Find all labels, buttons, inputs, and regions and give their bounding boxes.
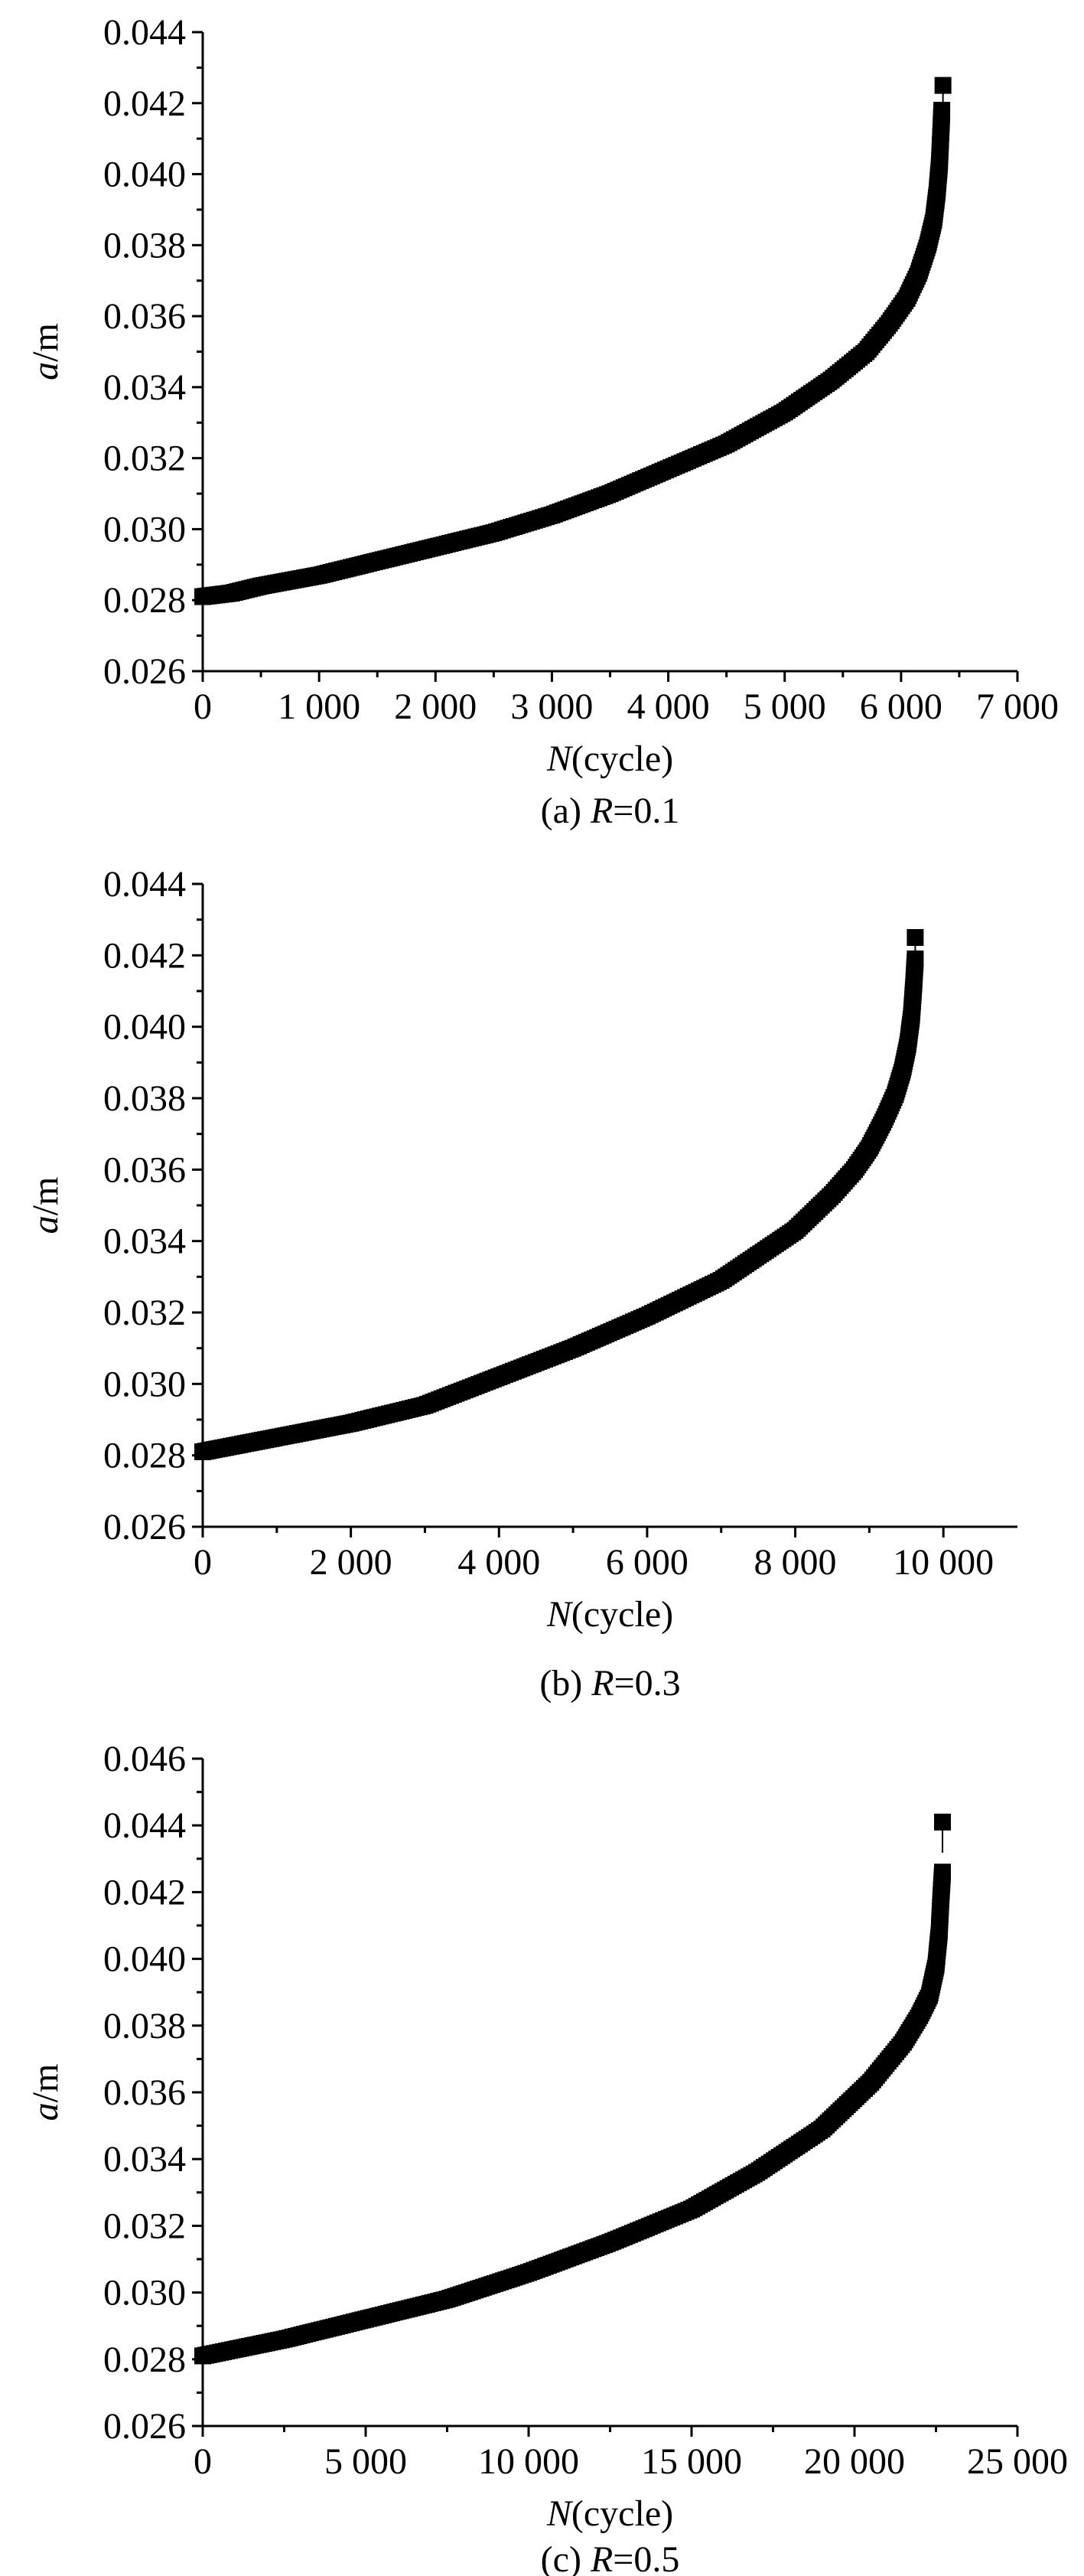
data-point-final [934, 77, 952, 94]
panel-caption: (b) R=0.3 [539, 1663, 680, 1704]
y-tick-label: 0.030 [103, 1364, 186, 1404]
y-tick-label: 0.038 [103, 1078, 186, 1119]
y-tick-label: 0.032 [103, 2206, 186, 2246]
y-tick-label: 0.044 [103, 12, 186, 53]
y-tick-label: 0.028 [103, 580, 186, 621]
chart-panel-1: 0.026 0.028 0.030 0.032 0.034 0.036 0.038 0.040… [25, 12, 1059, 831]
x-tick-label: 6 000 [860, 686, 942, 727]
y-tick-label: 0.036 [103, 296, 186, 337]
x-tick-label: 0 [194, 1542, 212, 1583]
x-tick-label: 2 000 [394, 686, 477, 727]
y-axis-label: a/m [25, 323, 66, 380]
x-tick-label: 15 000 [641, 2441, 742, 2482]
x-axis-label: N(cycle) [546, 739, 673, 779]
y-axis-label: a/m [25, 1177, 66, 1234]
data-point [933, 102, 951, 119]
x-tick-label: 4 000 [457, 1542, 540, 1583]
y-axis-label: a/m [25, 2064, 66, 2121]
x-tick-label: 2 000 [310, 1542, 392, 1583]
y-tick-label: 0.026 [103, 1507, 186, 1547]
y-tick-label: 0.040 [103, 1939, 186, 1980]
series-line [202, 110, 943, 598]
chart-panel-2: 0.026 0.028 0.030 0.032 0.034 0.036 0.038 0.040… [25, 864, 1017, 1704]
y-tick-label: 0.042 [103, 1872, 186, 1912]
panel-caption: (a) R=0.1 [541, 791, 680, 831]
y-tick-label: 0.028 [103, 1436, 186, 1476]
x-tick-label: 20 000 [804, 2441, 905, 2482]
x-tick-label: 3 000 [510, 686, 593, 727]
y-tick-label: 0.040 [103, 155, 186, 195]
y-tick-label: 0.032 [103, 439, 186, 479]
x-tick-label: 0 [194, 686, 212, 727]
y-tick-label: 0.036 [103, 2072, 186, 2113]
panel-caption: (c) R=0.5 [541, 2539, 680, 2576]
x-tick-label: 25 000 [967, 2441, 1068, 2482]
y-tick-label: 0.034 [103, 1221, 186, 1262]
y-tick-label: 0.046 [103, 1739, 186, 1779]
y-tick-label: 0.026 [103, 651, 186, 692]
y-tick-label: 0.038 [103, 2006, 186, 2046]
y-tick-label: 0.026 [103, 2406, 186, 2447]
data-point-final [934, 1813, 952, 1831]
data-point-final [907, 929, 924, 946]
y-tick-label: 0.044 [103, 864, 186, 905]
y-tick-label: 0.044 [103, 1805, 186, 1846]
chart-panel-3: 0.026 0.028 0.030 0.032 0.034 0.036 0.038 0.040… [25, 1739, 1068, 2576]
y-tick-label: 0.032 [103, 1293, 186, 1333]
x-tick-label: 10 000 [893, 1542, 994, 1583]
x-tick-label: 7 000 [976, 686, 1059, 727]
x-tick-label: 5 000 [324, 2441, 407, 2482]
y-tick-label: 0.042 [103, 935, 186, 976]
y-tick-label: 0.034 [103, 2139, 186, 2180]
y-tick-label: 0.028 [103, 2340, 186, 2380]
y-tick-label: 0.030 [103, 509, 186, 549]
y-tick-label: 0.034 [103, 367, 186, 408]
x-tick-label: 10 000 [478, 2441, 579, 2482]
x-tick-label: 5 000 [744, 686, 826, 727]
y-tick-label: 0.030 [103, 2273, 186, 2314]
x-axis-label: N(cycle) [546, 2493, 673, 2534]
y-tick-label: 0.040 [103, 1007, 186, 1048]
x-tick-label: 4 000 [627, 686, 710, 727]
x-tick-label: 6 000 [606, 1542, 688, 1583]
y-tick-label: 0.038 [103, 225, 186, 266]
data-point [934, 1864, 952, 1881]
x-axis-label: N(cycle) [546, 1594, 673, 1635]
x-tick-label: 8 000 [754, 1542, 837, 1583]
x-tick-label: 1 000 [278, 686, 360, 727]
y-tick-label: 0.042 [103, 83, 186, 124]
y-tick-label: 0.036 [103, 1149, 186, 1190]
x-tick-label: 0 [194, 2441, 212, 2482]
